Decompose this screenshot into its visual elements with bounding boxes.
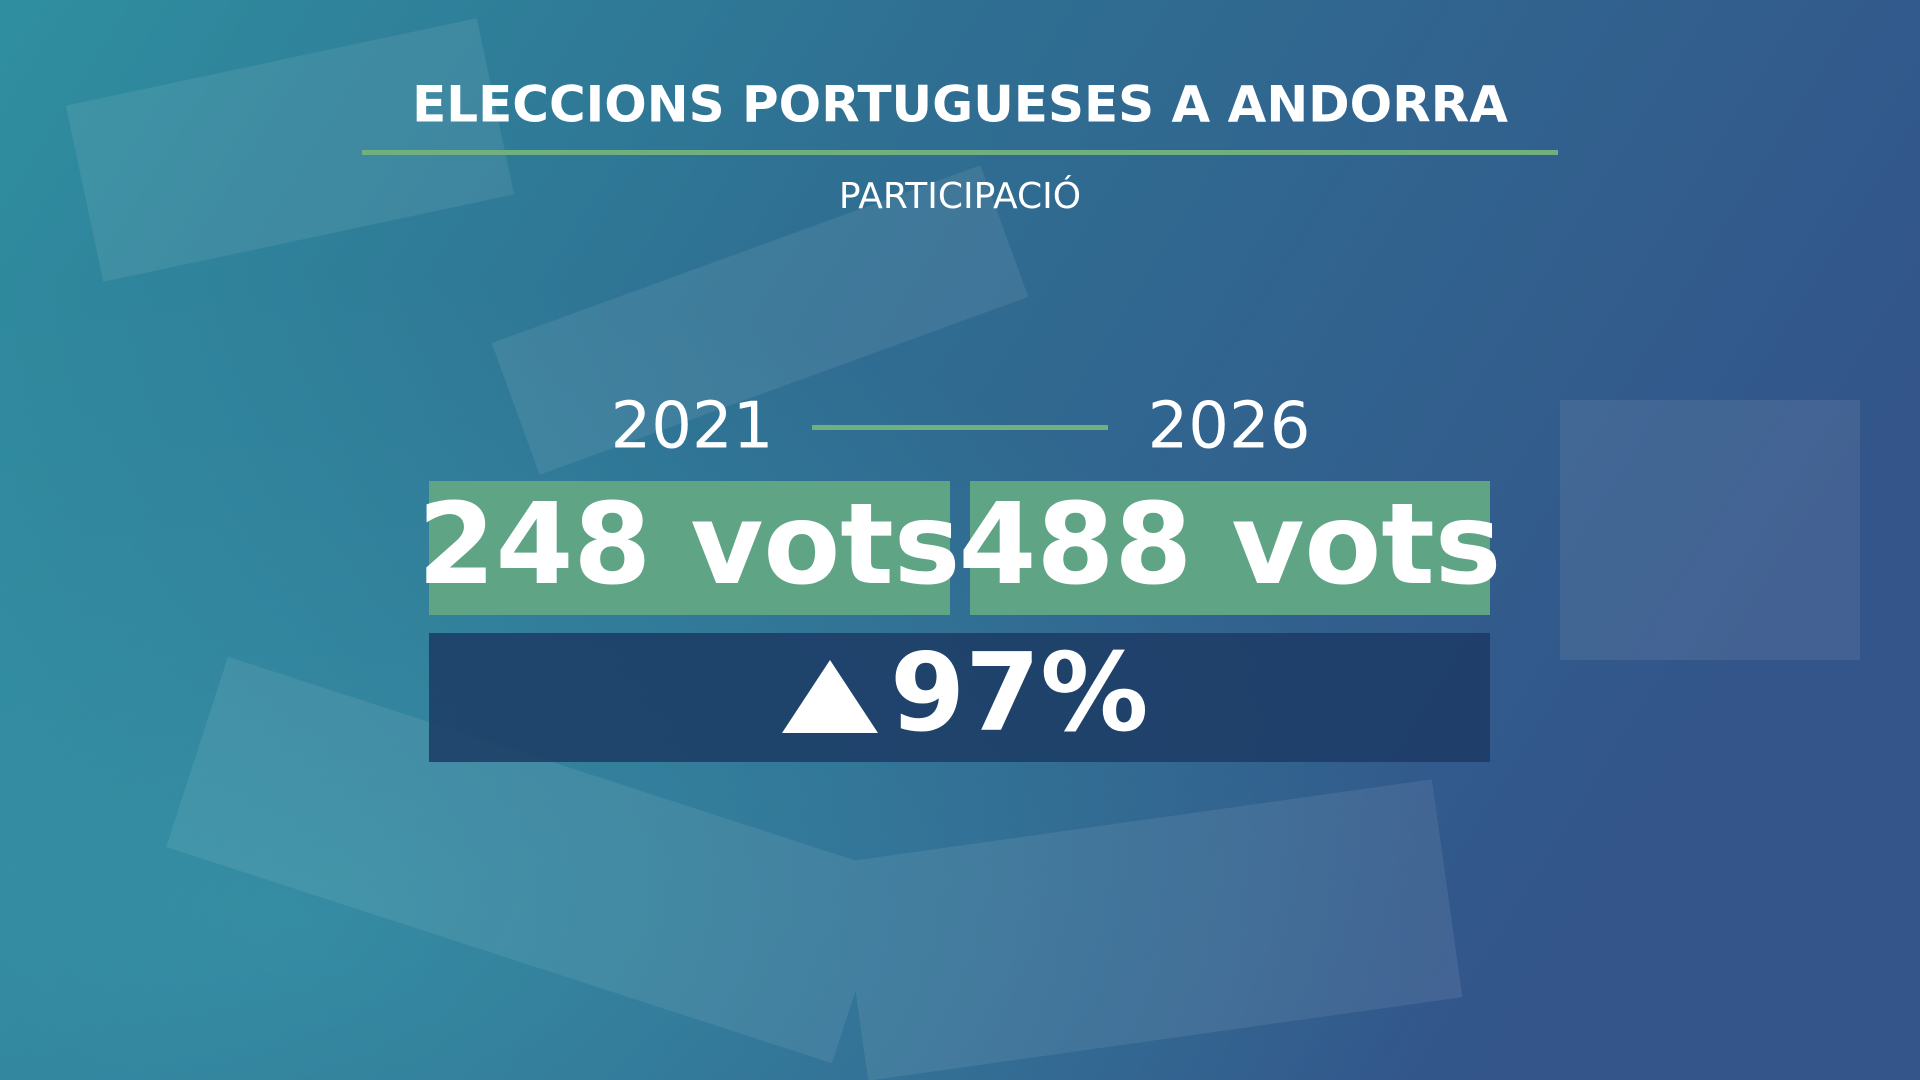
subtitle: PARTICIPACIÓ [839,175,1081,217]
increase-arrow [782,660,878,733]
year-label: 2021 [611,390,774,464]
background-texture [65,18,1860,1080]
year-connector [812,425,1108,430]
title-underline [362,150,1558,155]
paper-shape [491,165,1029,475]
year-label: 2026 [1148,390,1311,464]
paper-shape [65,18,515,282]
votes-box [429,481,950,615]
paper-shape [1560,400,1860,660]
votes-box [970,481,1490,615]
change-value: 97% [890,631,1149,756]
votes-value: 248 vots [418,480,961,610]
paper-shape [837,779,1463,1080]
paper-shape [166,656,894,1064]
change-box [429,633,1490,762]
title: ELECCIONS PORTUGUESES A ANDORRA [412,76,1508,134]
votes-value: 488 vots [959,480,1502,610]
